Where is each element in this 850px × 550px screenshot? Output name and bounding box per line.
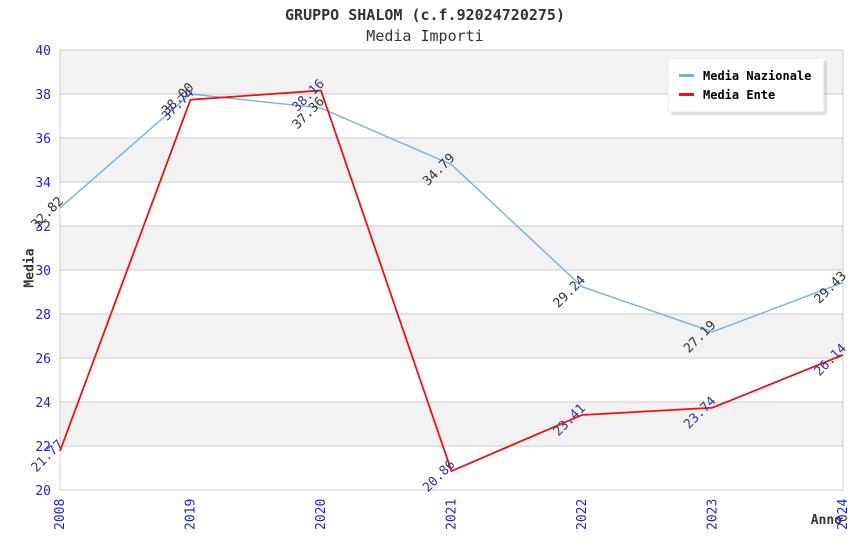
plot-band (60, 446, 843, 490)
chart-title: GRUPPO SHALOM (c.f.92024720275) (285, 6, 565, 24)
legend-item-media-ente: Media Ente (679, 85, 811, 104)
y-axis-title: Media (22, 248, 38, 288)
y-tick-label: 32 (35, 220, 51, 235)
series-line-1 (59, 89, 844, 473)
chart-subtitle: Media Importi (366, 27, 484, 45)
plot-band (60, 182, 843, 226)
legend-label-media-ente: Media Ente (703, 87, 776, 102)
legend-label-media-nazionale: Media Nazionale (703, 68, 812, 83)
legend-item-media-nazionale: Media Nazionale (679, 66, 811, 85)
plot-band (60, 138, 843, 182)
x-axis-title: Anno (810, 513, 842, 528)
x-tick-label: 2024 (836, 499, 850, 530)
x-tick-label: 2022 (575, 499, 590, 530)
y-tick-label: 20 (35, 484, 51, 499)
legend: Media Nazionale Media Ente (668, 58, 825, 112)
y-tick-label: 38 (35, 88, 51, 103)
y-tick-label: 34 (35, 176, 51, 191)
x-tick-label: 2008 (53, 499, 68, 530)
y-tick-label: 30 (35, 264, 51, 279)
y-tick-label: 22 (35, 440, 51, 455)
x-tick-label: 2019 (184, 499, 199, 530)
y-tick-label: 26 (35, 352, 51, 367)
y-tick-label: 36 (35, 132, 51, 147)
y-tick-label: 28 (35, 308, 51, 323)
x-tick-label: 2020 (314, 499, 329, 530)
plot-band (60, 314, 843, 358)
x-tick-label: 2021 (445, 499, 460, 530)
x-tick-label: 2023 (706, 499, 721, 530)
plot-band (60, 358, 843, 402)
media-ente-line-swatch (679, 93, 694, 96)
plot-border (59, 49, 844, 491)
plot-band (60, 270, 843, 314)
y-tick-label: 40 (35, 44, 51, 59)
plot-band (60, 226, 843, 270)
media-nazionale-line-swatch (679, 74, 694, 77)
plot-band (60, 402, 843, 446)
y-tick-label: 24 (35, 396, 51, 411)
series-line-0 (59, 93, 844, 333)
